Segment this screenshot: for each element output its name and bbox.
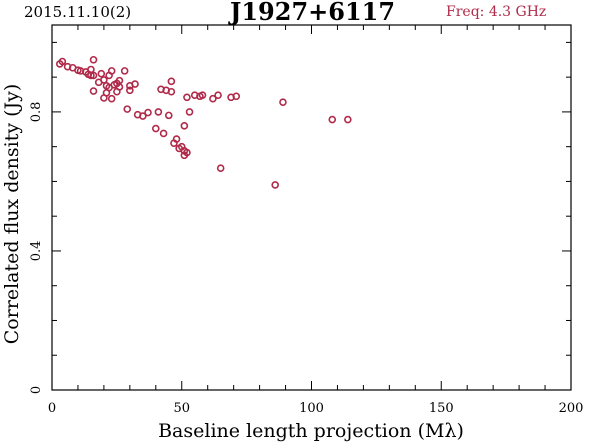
data-point [89, 71, 98, 80]
data-point [344, 115, 352, 124]
data-point [107, 94, 116, 103]
data-point [214, 91, 222, 100]
data-point [198, 91, 207, 100]
data-point [271, 181, 279, 189]
data-point [115, 76, 124, 85]
data-point [183, 93, 191, 102]
x-tick-label: 0 [48, 401, 56, 416]
y-tick-label: 0 [29, 386, 44, 394]
data-point [159, 129, 168, 138]
data-point [107, 67, 116, 75]
data-points [55, 55, 352, 189]
data-point [232, 92, 241, 101]
data-point [172, 135, 181, 143]
data-point [185, 108, 194, 116]
y-tick-label: 0.4 [29, 241, 44, 262]
x-axis-title: Baseline length projection (Mλ) [158, 420, 464, 442]
data-point [139, 112, 147, 120]
data-point [58, 57, 67, 66]
data-point [97, 69, 106, 78]
x-tick-label: 150 [429, 401, 454, 416]
data-point [123, 105, 132, 113]
data-point [167, 87, 176, 96]
data-point [126, 86, 134, 95]
data-point [89, 55, 98, 64]
data-point [216, 164, 225, 173]
axis-ticks [51, 25, 572, 391]
plot-frame [51, 24, 572, 391]
x-tick-label: 50 [173, 401, 190, 416]
data-point [154, 108, 163, 116]
source-title: J1927+6117 [230, 0, 396, 26]
y-tick-label: 0.8 [29, 102, 44, 123]
data-point [209, 94, 217, 103]
data-point [167, 77, 176, 86]
data-point [183, 148, 191, 157]
x-tick-label: 200 [559, 401, 584, 416]
data-point [144, 108, 152, 117]
x-tick-labels: 0 50 100 150 200 [48, 401, 584, 416]
data-point [164, 111, 173, 120]
data-point [152, 124, 160, 133]
data-point [328, 115, 337, 124]
y-tick-labels: 0 0.4 0.8 [29, 102, 44, 395]
data-point [89, 87, 98, 95]
data-point [100, 76, 108, 84]
y-axis-title: Correlated flux density (Jy) [1, 84, 23, 345]
frequency-label: Freq: 4.3 GHz [446, 4, 547, 20]
data-point [120, 67, 129, 75]
data-point [279, 98, 287, 106]
data-point [180, 122, 189, 130]
data-point [87, 65, 95, 74]
date-label: 2015.11.10(2) [24, 3, 132, 21]
data-point [131, 80, 139, 88]
x-tick-label: 100 [299, 401, 324, 416]
